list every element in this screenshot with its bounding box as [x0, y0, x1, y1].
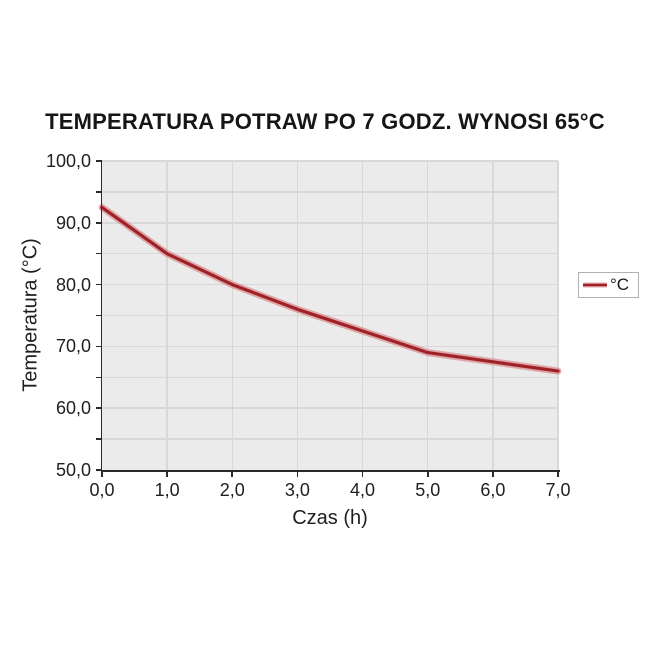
series-line-core — [100, 205, 560, 373]
y-tick-label: 50,0 — [55, 460, 91, 480]
gridline-horizontal — [102, 252, 558, 255]
x-tick-label: 4,0 — [350, 480, 376, 500]
x-tick-label: 5,0 — [415, 480, 441, 500]
x-tick-label: 7,0 — [545, 480, 571, 500]
gridline-horizontal — [102, 191, 558, 193]
gridline-horizontal — [102, 160, 558, 162]
chart-title: TEMPERATURA POTRAW PO 7 GODZ. WYNOSI 65°… — [45, 109, 605, 134]
gridline-vertical — [557, 161, 559, 470]
gridline-horizontal — [102, 407, 558, 409]
y-axis-tick — [95, 283, 102, 286]
y-axis-tick — [95, 222, 102, 224]
x-axis-tick — [557, 470, 559, 477]
x-axis-title: Czas (h) — [292, 507, 368, 529]
legend-line-icon — [583, 282, 607, 288]
gridline-horizontal — [102, 283, 558, 286]
x-axis-tick — [361, 470, 364, 477]
y-axis-tick — [95, 469, 102, 471]
gridline-horizontal — [102, 376, 558, 379]
y-tick-label: 90,0 — [55, 212, 91, 233]
x-tick-label: 6,0 — [480, 480, 506, 500]
x-axis-tick — [492, 470, 494, 477]
gridline-horizontal — [102, 345, 558, 348]
gridline-horizontal — [102, 222, 558, 224]
y-tick-label: 60,0 — [55, 398, 91, 419]
y-axis-tick — [95, 438, 102, 440]
y-axis-tick — [95, 314, 102, 317]
y-axis-tick — [95, 376, 102, 379]
legend: °C — [578, 272, 639, 298]
legend-series-label: °C — [610, 275, 630, 294]
y-tick-label: 70,0 — [55, 336, 91, 357]
x-axis-tick — [231, 470, 234, 477]
x-axis-tick — [296, 470, 299, 477]
y-tick-label: 80,0 — [55, 274, 91, 295]
x-axis-tick — [166, 470, 168, 477]
temperature-series-line — [98, 203, 562, 375]
y-axis-tick — [95, 160, 102, 162]
x-axis-tick — [101, 470, 103, 477]
x-tick-label: 1,0 — [154, 480, 180, 500]
y-axis-tick — [95, 191, 102, 193]
gridline-horizontal — [102, 314, 558, 317]
y-axis-tick — [95, 345, 102, 348]
x-axis-tick — [426, 470, 429, 477]
y-axis-tick — [95, 407, 102, 409]
y-axis-tick — [95, 252, 102, 255]
gridline-horizontal — [102, 438, 558, 440]
y-axis-title: Temperatura (°C) — [19, 238, 42, 392]
x-tick-label: 3,0 — [284, 480, 310, 500]
x-tick-label: 0,0 — [89, 480, 115, 500]
y-tick-label: 100,0 — [45, 151, 91, 171]
plot-area — [98, 160, 562, 470]
series-line-halo — [98, 203, 562, 375]
x-axis-line — [100, 470, 560, 472]
x-tick-label: 2,0 — [219, 480, 245, 500]
